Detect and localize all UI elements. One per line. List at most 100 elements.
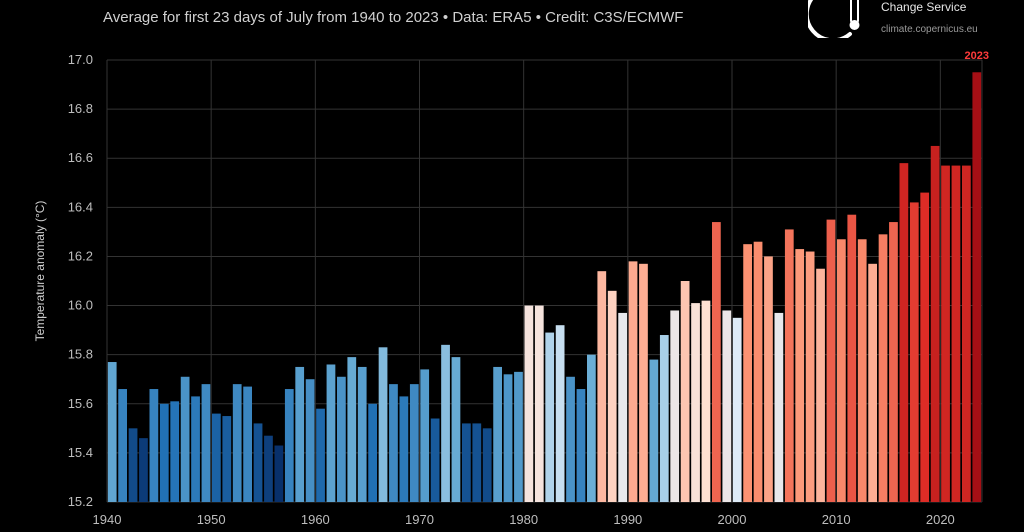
bar-2000: [732, 317, 742, 502]
bar-1963: [347, 357, 357, 502]
bar-2006: [795, 249, 805, 502]
bar-1991: [639, 263, 648, 502]
bar-1942: [128, 428, 138, 502]
bar-1940: [107, 362, 117, 502]
y-tick-label: 17.0: [68, 52, 93, 67]
bar-1977: [493, 366, 502, 502]
bar-1971: [430, 418, 440, 502]
bar-1951: [222, 416, 232, 502]
chart-grid: [106, 59, 983, 503]
bar-1954: [253, 423, 263, 502]
y-axis-title: Temperature anomaly (°C): [33, 201, 47, 342]
y-tick-label: 15.8: [68, 347, 93, 362]
bar-1965: [368, 403, 377, 502]
y-tick-label: 16.0: [68, 298, 93, 313]
bar-2001: [743, 244, 752, 503]
bar-1949: [201, 384, 211, 502]
bar-1974: [462, 423, 471, 502]
bar-2021: [951, 165, 961, 502]
bar-2013: [868, 263, 877, 502]
y-tick-label: 15.6: [68, 396, 93, 411]
bar-1959: [305, 379, 315, 502]
bar-1978: [503, 374, 513, 502]
x-tick-label: 1940: [93, 512, 122, 527]
bar-1985: [576, 389, 586, 502]
bar-2008: [816, 268, 825, 502]
bar-1998: [712, 222, 721, 502]
bar-1947: [180, 376, 190, 502]
bar-2017: [909, 202, 919, 503]
bar-1986: [587, 354, 596, 502]
bar-2004: [774, 312, 784, 502]
bar-1953: [243, 386, 252, 502]
bar-1993: [659, 335, 669, 502]
y-tick-label: 16.6: [68, 150, 93, 165]
bar-1944: [149, 389, 159, 502]
bar-1966: [378, 347, 388, 502]
bar-2018: [920, 192, 930, 502]
x-tick-label: 1990: [613, 512, 642, 527]
x-tick-label: 1970: [405, 512, 434, 527]
bar-1956: [274, 445, 284, 502]
y-tick-label: 16.4: [68, 199, 93, 214]
bar-2003: [764, 256, 773, 502]
bar-1982: [545, 332, 555, 502]
bar-1976: [482, 428, 492, 502]
bar-1997: [701, 300, 711, 502]
bar-2011: [847, 214, 857, 502]
bar-1964: [357, 366, 367, 502]
bar-1987: [597, 271, 607, 502]
bar-1980: [524, 305, 534, 502]
bar-1999: [722, 310, 732, 502]
bar-1995: [680, 281, 690, 502]
bar-1994: [670, 310, 680, 502]
bar-2022: [962, 165, 971, 502]
brand-url: climate.copernicus.eu: [881, 24, 978, 35]
bar-1996: [691, 303, 700, 502]
chart-axes: 15.2 15.4 15.6 15.8 16.0 16.2 16.4 16.6 16.8 17.0…: [33, 50, 989, 527]
bar-1941: [118, 389, 127, 502]
bar-2007: [805, 251, 815, 502]
bar-2020: [941, 165, 950, 502]
bar-1957: [284, 389, 294, 502]
bar-1960: [316, 408, 325, 502]
bar-1945: [159, 403, 169, 502]
bar-1992: [649, 359, 659, 502]
bar-1989: [618, 312, 627, 502]
bar-2002: [753, 241, 763, 502]
bar-1948: [191, 396, 200, 502]
y-tick-label: 16.8: [68, 101, 93, 116]
bar-series: [107, 72, 982, 503]
bar-1958: [295, 366, 305, 502]
bar-1984: [566, 376, 575, 502]
bar-1967: [389, 384, 398, 502]
bar-2012: [857, 239, 867, 502]
bar-1975: [472, 423, 482, 502]
bar-1983: [555, 325, 565, 502]
bar-2015: [889, 222, 898, 502]
bar-2019: [930, 145, 940, 502]
bar-1973: [451, 357, 461, 502]
x-tick-label: 1950: [197, 512, 226, 527]
bar-1952: [232, 384, 242, 502]
y-tick-label: 15.4: [68, 445, 93, 460]
x-tick-label: 1980: [509, 512, 538, 527]
bar-1970: [420, 369, 430, 502]
bar-2014: [878, 234, 888, 502]
bar-1972: [441, 344, 450, 502]
bar-2023: [972, 72, 982, 502]
bar-1950: [212, 413, 221, 502]
y-tick-label: 15.2: [68, 494, 93, 509]
highlight-year-label: 2023: [965, 50, 989, 62]
x-tick-label: 1960: [301, 512, 330, 527]
bar-1946: [170, 401, 180, 502]
brand-service-name: Change Service: [881, 0, 967, 14]
bar-2009: [826, 219, 836, 503]
x-tick-label: 2010: [822, 512, 851, 527]
x-tick-label: 2000: [718, 512, 747, 527]
bar-2010: [837, 239, 846, 502]
bar-2005: [784, 229, 794, 502]
bar-1943: [139, 438, 148, 502]
bar-1969: [409, 384, 419, 502]
bar-1990: [628, 261, 638, 502]
